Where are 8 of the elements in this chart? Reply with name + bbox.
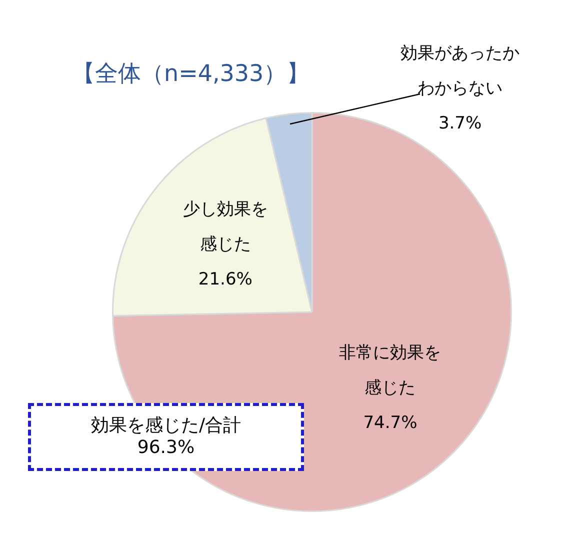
text: 効果を感じた/合計 96.3% xyxy=(28,403,304,471)
data-label: 21.6% xyxy=(198,269,252,290)
slice-label: 効果があったかわからない xyxy=(400,43,520,98)
slice-label: 非常に効果を感じた xyxy=(339,343,442,398)
slice-label: 少し効果を感じた xyxy=(182,199,268,254)
text: 【全体（n=4,333）】 xyxy=(72,60,310,89)
data-label: 3.7% xyxy=(438,113,482,134)
data-label: 74.7% xyxy=(363,413,418,434)
